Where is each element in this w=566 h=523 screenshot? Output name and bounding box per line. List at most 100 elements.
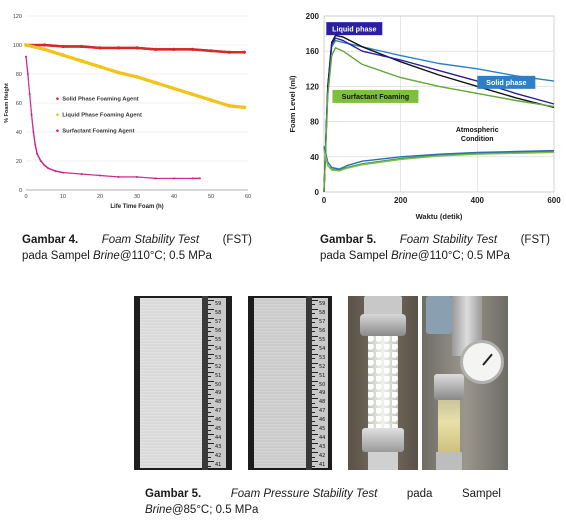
legend-marker [56,113,59,116]
y-tick-label: 0 [19,188,22,194]
ruler-tick [312,304,315,306]
data-point [69,172,71,174]
data-point [71,172,73,175]
ruler-tick [312,322,315,324]
data-point [153,47,158,51]
ruler-tick [208,452,214,454]
data-point [89,173,91,176]
ruler-tick [312,349,315,351]
ruler-number: 57 [319,318,326,325]
data-point [166,177,168,180]
data-point [190,47,195,51]
ruler-number: 42 [319,453,326,460]
data-point [176,177,178,180]
ruler-number: 49 [319,390,326,397]
ruler-tick [312,443,318,445]
ruler-tick [208,393,211,395]
ruler-tick [208,335,214,337]
ruler-tick [208,434,214,436]
x-tick-label: 20 [97,194,103,200]
ruler-tick [312,465,315,467]
data-point [108,175,110,177]
data-point [227,50,232,54]
data-point [117,175,120,178]
data-point [61,53,65,58]
data-point [27,80,30,82]
data-point [104,175,106,177]
ruler-tick [208,380,214,382]
data-point [66,172,68,174]
ruler-tick [208,340,211,342]
ruler-tick [312,300,318,301]
data-point [148,177,151,179]
figure-number: Gambar 5. [320,234,377,246]
ruler-tick [208,456,211,458]
data-point [106,175,108,177]
ruler-tick [312,362,318,364]
data-point [96,174,98,176]
data-point [170,177,172,180]
data-point [169,177,171,180]
data-point [184,177,187,180]
data-point [42,47,47,52]
data-point [54,170,57,173]
ruler-tick [312,331,315,333]
data-point [95,174,97,176]
data-point [187,177,190,180]
figure-title: Foam Stability Test [399,234,498,246]
data-point [133,176,135,178]
ruler-number: 49 [215,390,222,397]
ruler-tick [208,362,214,364]
x-axis-label: Life Time Foam (h) [110,204,163,210]
data-point [27,81,30,83]
data-point [79,59,84,63]
data-point [163,177,165,180]
ruler-number: 44 [215,435,222,442]
caption-italic: Brine [145,504,172,516]
annotation-box [477,75,536,89]
series-3 [25,55,201,180]
ruler-tick [208,367,211,369]
data-point [30,108,32,110]
figure-5-pressure-caption: Gambar 5. Foam Pressure Stability Test p… [145,486,501,518]
data-point [30,111,33,114]
ruler-tick [312,326,318,328]
data-point [27,82,30,84]
ruler-number: 47 [319,408,326,415]
data-point [99,174,101,177]
ruler-tick [208,300,214,301]
data-point [177,177,179,180]
series-line-4 [323,47,555,193]
y-tick-label: 20 [16,159,22,165]
series-line-7 [323,149,555,172]
data-point [30,113,33,116]
ruler-tick [208,411,211,413]
data-point [27,75,29,77]
data-point [242,50,246,54]
ruler-tick [208,447,211,449]
data-point [107,175,109,177]
y-tick-label: 120 [13,14,22,20]
annotation-label: Atmospheric Condition [456,127,499,143]
ruler-number: 55 [319,336,326,343]
data-point [111,175,114,178]
figure-4-caption: Gambar 4. Foam Stability Test (FST) pada… [22,232,252,264]
ruler-number: 48 [215,399,222,406]
y-tick-label: 40 [16,130,22,136]
annotation-text: Solid phase [486,78,526,87]
ruler-tick [208,304,211,306]
data-point [142,176,144,179]
ruler-tick [312,452,318,454]
data-point [150,177,153,179]
y-axis-label: Foam Level (ml) [288,75,297,133]
ruler-number: 51 [319,372,326,379]
data-point [28,85,30,88]
measurement-ruler: 59 58 57 56 55 54 53 52 51 50 49 48 47 46 45 44 43 42 41 [208,298,226,468]
foam-column-photo-2: 59 58 57 56 55 54 53 52 51 50 49 48 47 46 45 44 43 42 41 [248,296,332,470]
data-point [167,177,169,180]
x-tick-label: 40 [171,194,177,200]
ruler-tick [208,438,211,440]
data-point [30,110,32,112]
y-tick-label: 40 [310,153,319,162]
ruler-tick [312,447,315,449]
